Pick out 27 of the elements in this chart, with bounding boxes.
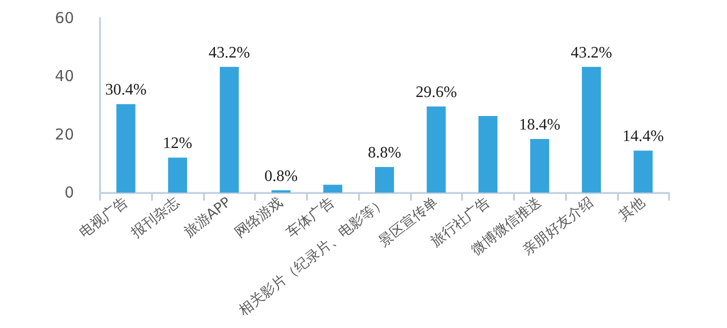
data-label: 0.8% — [264, 168, 298, 185]
data-label: 29.6% — [416, 84, 457, 101]
bar — [323, 184, 342, 193]
bar — [478, 116, 498, 193]
bar — [220, 66, 239, 193]
bar — [530, 139, 550, 193]
data-label: 8.8% — [368, 144, 402, 162]
bar — [634, 150, 653, 193]
x-tick-label: 旅游APP — [181, 194, 234, 240]
bar — [582, 66, 601, 193]
data-label: 14.4% — [622, 128, 664, 146]
data-label: 30.4% — [105, 82, 147, 99]
x-tick-label: 网络游戏 — [232, 194, 286, 242]
data-label: 43.2% — [570, 44, 612, 62]
data-label: 12% — [162, 135, 192, 152]
y-tick-label: 40 — [54, 67, 74, 86]
bar — [426, 106, 446, 193]
data-label: 43.2% — [208, 44, 250, 62]
y-tick-label: 0 — [64, 184, 74, 202]
bar — [116, 104, 136, 193]
y-tick-label: 20 — [54, 125, 74, 144]
data-label: 18.4% — [519, 116, 560, 134]
x-tick-label: 其他 — [616, 194, 648, 224]
bar — [375, 166, 394, 193]
y-tick-label: 60 — [54, 9, 74, 27]
x-tick-label: 车体广告 — [284, 194, 338, 242]
bar — [168, 158, 188, 193]
